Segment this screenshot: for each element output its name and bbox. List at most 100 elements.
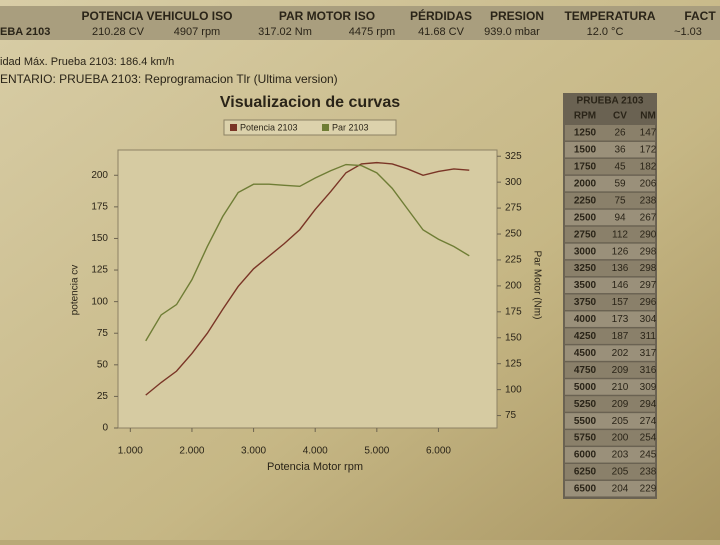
table-cell: 4000 <box>574 314 597 325</box>
table-cell: 267 <box>640 212 657 223</box>
table-cell: 316 <box>640 365 657 376</box>
x-tick-label: 2.000 <box>179 446 204 457</box>
table-header: RPM <box>574 111 596 122</box>
y2-tick-label: 275 <box>505 203 522 214</box>
table-cell: 136 <box>612 263 629 274</box>
legend-swatch <box>230 124 237 131</box>
table-row <box>565 430 655 446</box>
y2-tick-label: 200 <box>505 281 522 292</box>
y2-tick-label: 225 <box>505 255 522 266</box>
table-cell: 45 <box>614 162 626 173</box>
plot-area <box>117 149 498 429</box>
table-row <box>565 125 655 141</box>
info-line: idad Máx. Prueba 2103: 186.4 km/h <box>0 56 174 68</box>
x-tick-label: 4.000 <box>303 446 328 457</box>
header-band <box>0 6 720 40</box>
table-cell: 238 <box>640 467 657 478</box>
table-cell: 112 <box>612 229 628 240</box>
table-row <box>565 226 655 243</box>
y2-tick-label: 125 <box>505 358 522 369</box>
table-cell: 2000 <box>574 178 597 189</box>
header-label: PRESION <box>490 9 544 23</box>
table-row <box>565 447 655 463</box>
legend-label: Par 2103 <box>332 122 369 132</box>
header-value: 4475 rpm <box>349 26 395 38</box>
legend-label: Potencia 2103 <box>240 122 298 132</box>
table-cell: 1500 <box>574 145 597 156</box>
table-cell: 296 <box>640 297 657 308</box>
table-cell: 94 <box>614 212 626 223</box>
header-value: EBA 2103 <box>0 26 50 38</box>
table-cell: 4750 <box>574 365 597 376</box>
table-cell: 309 <box>640 382 657 393</box>
header-value: 4907 rpm <box>174 26 220 38</box>
table-cell: 254 <box>640 433 657 444</box>
table-cell: 274 <box>640 416 657 427</box>
table-cell: 147 <box>640 128 657 139</box>
table-cell: 294 <box>640 399 657 410</box>
header-value: 12.0 °C <box>587 26 624 38</box>
table-cell: 182 <box>640 162 657 173</box>
table-row <box>565 158 655 175</box>
info-line: ENTARIO: PRUEBA 2103: Reprogramacion Tlr… <box>0 72 338 86</box>
x-tick-label: 1.000 <box>118 446 143 457</box>
table-cell: 172 <box>640 145 657 156</box>
table-cell: 298 <box>640 263 657 274</box>
table-cell: 200 <box>612 433 629 444</box>
table-row <box>565 260 655 277</box>
table-row <box>565 345 655 361</box>
table-cell: 210 <box>612 382 629 393</box>
table-cell: 209 <box>612 399 629 410</box>
header-label: POTENCIA VEHICULO ISO <box>82 9 233 23</box>
table-cell: 317 <box>640 348 657 359</box>
table-cell: 298 <box>640 246 657 257</box>
y2-tick-label: 300 <box>505 177 522 188</box>
x-tick-label: 5.000 <box>364 446 389 457</box>
legend <box>223 119 397 136</box>
table-cell: 187 <box>612 331 629 342</box>
y2-tick-label: 250 <box>505 229 522 240</box>
table-row <box>565 209 655 226</box>
table-cell: 304 <box>640 314 657 325</box>
table-cell: 205 <box>612 416 629 427</box>
y-tick-label: 25 <box>97 391 109 402</box>
table-row <box>565 362 655 378</box>
table-cell: 229 <box>640 484 657 495</box>
y-tick-label: 150 <box>91 233 108 244</box>
table-row <box>565 192 655 209</box>
y-tick-label: 200 <box>91 170 108 181</box>
table-cell: 5750 <box>574 433 597 444</box>
table-cell: 290 <box>640 229 657 240</box>
table-cell: 297 <box>640 280 657 291</box>
table-cell: 157 <box>612 297 629 308</box>
x-axis-label: Potencia Motor rpm <box>267 461 363 473</box>
table-cell: 238 <box>640 195 657 206</box>
table-row <box>565 141 655 158</box>
table-cell: 2250 <box>574 195 597 206</box>
table-cell: 1750 <box>574 162 597 173</box>
header-label: PÉRDIDAS <box>410 8 472 23</box>
x-tick-label: 6.000 <box>426 446 451 457</box>
header-label: TEMPERATURA <box>564 9 655 23</box>
y2-tick-label: 325 <box>505 151 522 162</box>
table-cell: 311 <box>640 331 656 342</box>
table-cell: 1250 <box>574 128 597 139</box>
table-row <box>565 311 655 327</box>
table-row <box>565 175 655 192</box>
table-title: PRUEBA 2103 <box>577 96 644 107</box>
table-cell: 3500 <box>574 280 597 291</box>
header-value: ~1.03 <box>674 26 702 38</box>
table-row <box>565 379 655 395</box>
table-row <box>565 396 655 412</box>
table-row <box>565 413 655 429</box>
table-row <box>565 328 655 344</box>
y-tick-label: 75 <box>97 328 109 339</box>
y-tick-label: 175 <box>91 202 108 213</box>
table-cell: 205 <box>612 467 629 478</box>
header-value: 41.68 CV <box>418 26 465 38</box>
table-cell: 173 <box>612 314 629 325</box>
y-tick-label: 125 <box>91 265 108 276</box>
table-cell: 206 <box>640 178 657 189</box>
